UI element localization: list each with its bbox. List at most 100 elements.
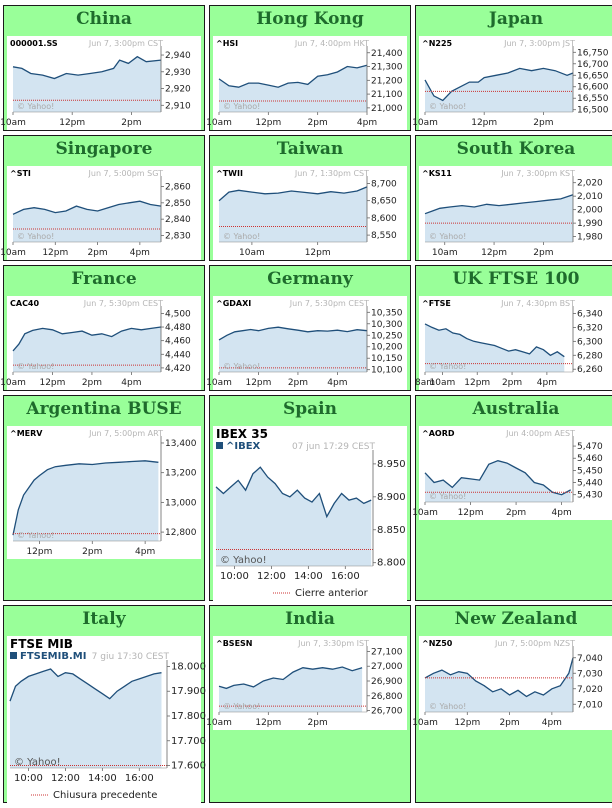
price-line <box>424 323 565 358</box>
region-title: UK FTSE 100 <box>452 269 580 289</box>
chart-panel[interactable]: ^STI Jun 7, 5:00pm SGT © Yahoo! 2,860 2,850 2… <box>0 166 201 260</box>
market-cell-india: India ^BSESN Jun 7, 3:30pm IST © Yahoo! 27,1… <box>206 605 411 803</box>
x-tick-label: 2pm <box>502 378 522 388</box>
chart-svg: ^GDAXI Jun 7, 5:30pm CEST © Yahoo! 10,350 10… <box>206 299 403 388</box>
y-tick-label: 17.800 <box>171 711 206 722</box>
y-tick-label: 8.950 <box>377 459 406 470</box>
y-tick-label: 26,800 <box>371 692 403 702</box>
market-cell-italy: Italy FTSE MIB FTSEMIB.MI 7 giu 17:30 CEST ©… <box>3 605 206 804</box>
x-tick-label: 10am <box>412 118 438 128</box>
y-tick-label: 4,440 <box>165 350 191 360</box>
timestamp: 7 giu 17:30 CEST <box>92 652 170 662</box>
y-tick-label: 18.000 <box>171 661 206 672</box>
chart-panel[interactable]: ^FTSE Jun 7, 4:30pm BST © Yahoo! 6,340 6,320… <box>415 296 612 390</box>
price-area <box>10 669 162 768</box>
index-name: IBEX 35 <box>216 427 268 441</box>
watermark: © Yahoo! <box>429 702 466 711</box>
x-tick-label: 2pm <box>87 248 107 258</box>
x-tick-label: 12:00 <box>51 773 80 784</box>
y-tick-label: 21,100 <box>371 90 403 100</box>
timestamp: Jun 7, 5:30pm CEST <box>83 299 163 308</box>
y-tick-label: 1,990 <box>577 219 603 229</box>
y-tick-label: 2,860 <box>165 183 191 193</box>
timestamp: Jun 7, 5:00pm SGT <box>88 169 164 178</box>
market-cell-singapore: Singapore ^STI Jun 7, 5:00pm SGT © Yahoo! 2,… <box>0 135 205 261</box>
watermark: © Yahoo! <box>220 555 267 566</box>
watermark: © Yahoo! <box>429 232 466 241</box>
chart-panel[interactable]: CAC40 Jun 7, 5:30pm CEST © Yahoo! 4,500 4,48… <box>0 296 201 390</box>
y-tick-label: 26,900 <box>371 677 403 687</box>
x-tick-label: 4pm <box>542 718 562 728</box>
x-tick-label: 4pm <box>357 118 377 128</box>
x-tick-label: 2pm <box>499 718 519 728</box>
y-tick-label: 6,280 <box>577 351 603 361</box>
y-tick-label: 17.600 <box>171 761 206 772</box>
chart-panel[interactable]: ^HSI Jun 7, 4:00pm HKT © Yahoo! 21,400 21,30… <box>206 36 407 130</box>
y-tick-label: 6,300 <box>577 337 603 347</box>
timestamp: Jun 7, 5:00pm ART <box>88 429 163 438</box>
price-line <box>218 64 368 88</box>
price-area <box>425 194 573 242</box>
chart-panel[interactable]: ^N225 Jun 7, 3:00pm JST © Yahoo! 16,750 16,7… <box>412 36 612 130</box>
ticker-symbol: ^BSESN <box>216 639 252 648</box>
x-tick-label: 10:00 <box>14 773 43 784</box>
x-tick-label: 2pm <box>308 118 328 128</box>
price-area <box>425 460 571 502</box>
y-tick-label: 26,700 <box>371 707 403 717</box>
watermark: © Yahoo! <box>17 531 54 540</box>
price-area <box>219 65 367 112</box>
price-area <box>13 460 159 541</box>
price-area <box>13 327 161 372</box>
chart-panel[interactable]: ^TWII Jun 7, 1:30pm CST © Yahoo! 8,700 8,650… <box>213 166 407 260</box>
x-tick-label: 12pm <box>255 118 281 128</box>
chart-svg: ^STI Jun 7, 5:00pm SGT © Yahoo! 2,860 2,850 2… <box>0 169 191 258</box>
price-line <box>12 55 162 80</box>
y-tick-label: 8.900 <box>377 492 406 503</box>
region-title: Japan <box>488 9 544 29</box>
timestamp: 07 jun 17:29 CEST <box>292 442 376 452</box>
chart-panel[interactable]: ^KS11 Jun 7, 3:00pm KST © Yahoo! 2,020 2,010… <box>419 166 612 260</box>
x-tick-label: 8am <box>415 378 435 388</box>
y-tick-label: 16,550 <box>577 94 609 104</box>
timestamp: Jun 7, 3:00pm CST <box>88 39 163 48</box>
x-tick-label: 2pm <box>533 248 553 258</box>
x-tick-label: 14:00 <box>294 571 323 582</box>
x-tick-label: 12pm <box>59 118 85 128</box>
x-tick-label: 2pm <box>308 718 328 728</box>
chart-svg: ^BSESN Jun 7, 3:30pm IST © Yahoo! 27,100 27,… <box>206 639 403 728</box>
chart-panel[interactable]: IBEX 35 ^IBEX 07 jun 17:29 CEST © Yahoo! 8.9… <box>213 426 407 602</box>
market-cell-china: China 000001.SS Jun 7, 3:00pm CST © Yahoo! 2… <box>0 5 205 131</box>
y-tick-label: 13,200 <box>165 469 197 479</box>
y-tick-label: 17.700 <box>171 736 206 747</box>
market-cell-taiwan: Taiwan ^TWII Jun 7, 1:30pm CST © Yahoo! 8,70… <box>209 135 411 261</box>
market-cell-australia: Australia ^AORD Jun 4:00pm AEST © Yahoo! 5,4… <box>412 395 612 601</box>
y-tick-label: 2,920 <box>165 85 191 95</box>
chart-panel[interactable]: ^AORD Jun 4:00pm AEST © Yahoo! 5,470 5,460 5,… <box>412 426 612 520</box>
watermark: © Yahoo! <box>223 362 260 371</box>
y-tick-label: 10,350 <box>371 308 403 318</box>
price-line <box>215 466 372 519</box>
watermark: © Yahoo! <box>429 102 466 111</box>
region-title: South Korea <box>456 139 576 159</box>
chart-panel[interactable]: FTSE MIB FTSEMIB.MI 7 giu 17:30 CEST © Yaho… <box>7 636 206 804</box>
chart-panel[interactable]: ^NZ50 Jun 7, 5:00pm NZST © Yahoo! 7,040 7,03… <box>412 636 612 730</box>
chart-panel[interactable]: ^MERV Jun 7, 5:00pm ART © Yahoo! 13,400 13,2… <box>7 426 201 559</box>
y-tick-label: 2,020 <box>577 179 603 189</box>
region-title: Australia <box>472 399 560 419</box>
chart-panel[interactable]: ^BSESN Jun 7, 3:30pm IST © Yahoo! 27,100 27,… <box>206 636 407 730</box>
y-tick-label: 17.900 <box>171 686 206 697</box>
x-tick-label: 14:00 <box>88 773 117 784</box>
chart-panel[interactable]: ^GDAXI Jun 7, 5:30pm CEST © Yahoo! 10,350 10… <box>206 296 407 390</box>
chart-panel[interactable]: 000001.SS Jun 7, 3:00pm CST © Yahoo! 2,940 2… <box>0 36 201 130</box>
x-tick-label: 12pm <box>42 248 68 258</box>
market-cell-japan: Japan ^N225 Jun 7, 3:00pm JST © Yahoo! 16,75… <box>412 5 612 131</box>
market-cell-new-zealand: New Zealand ^NZ50 Jun 7, 5:00pm NZST © Yaho… <box>412 605 612 803</box>
price-line <box>424 194 574 215</box>
price-line <box>12 326 162 352</box>
y-tick-label: 8,650 <box>371 197 397 207</box>
x-tick-label: 4pm <box>130 248 150 258</box>
x-tick-label: 2pm <box>82 378 102 388</box>
x-tick-label: 16:00 <box>125 773 154 784</box>
y-tick-label: 27,100 <box>371 647 403 657</box>
